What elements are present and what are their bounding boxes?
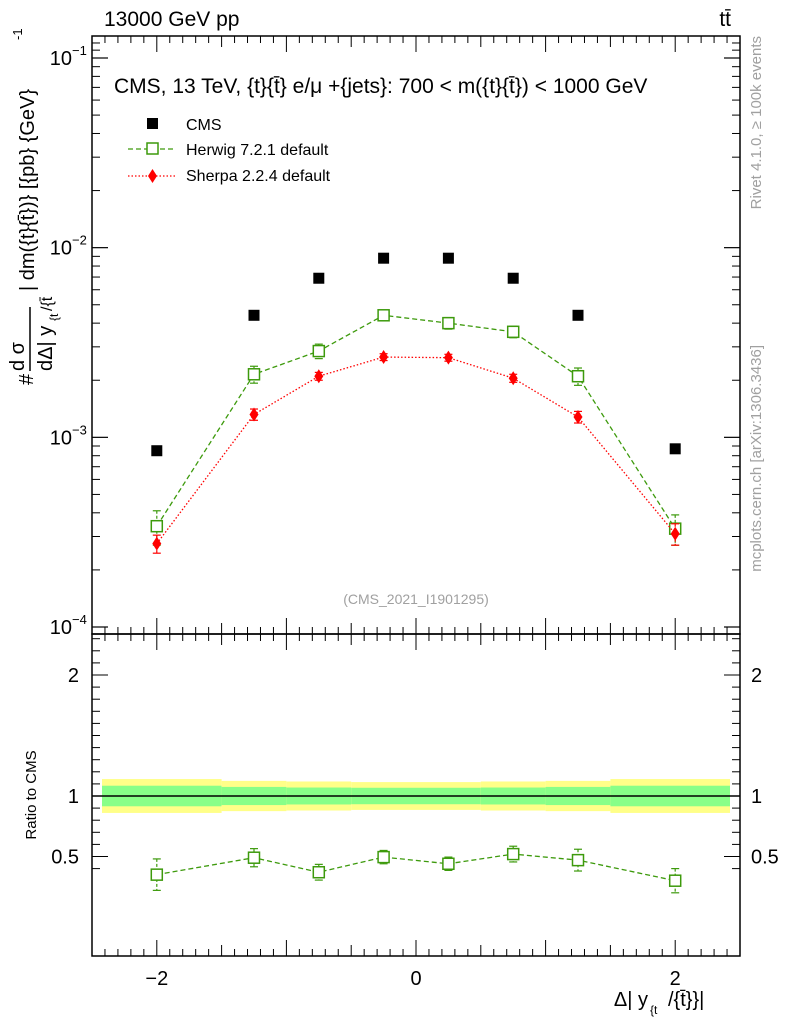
ratio-point-herwig — [506, 847, 520, 861]
ratio-y-tick-label-right: 1 — [751, 786, 762, 808]
ratio-point-herwig — [571, 853, 585, 867]
legend-marker-herwig — [146, 142, 159, 155]
data-point-sherpa — [670, 526, 680, 541]
x-label-subscript: {t — [650, 1003, 658, 1017]
data-point-herwig — [247, 368, 261, 381]
y-tick-exponent: −3 — [72, 422, 87, 437]
data-point-cms — [442, 252, 454, 264]
y-label-tail: | dm({t}{t̄})} [{pb} {GeV} — [17, 89, 39, 291]
main-title: CMS, 13 TeV, {t}{t̄} e/μ +{jets}: 700 < … — [114, 75, 647, 98]
x-tick-label: 0 — [410, 968, 421, 990]
data-point-cms — [507, 272, 519, 284]
data-point-sherpa — [314, 369, 324, 384]
data-point-cms — [313, 272, 325, 284]
rivet-version-text: Rivet 4.1.0, ≥ 100k events — [748, 36, 765, 209]
data-point-cms — [669, 443, 681, 455]
data-point-herwig — [571, 369, 585, 383]
ratio-point-herwig — [668, 874, 682, 887]
legend-label-herwig: Herwig 7.2.1 default — [186, 142, 329, 159]
legend-marker-cms — [147, 118, 158, 129]
series-line-1 — [156, 314, 676, 530]
data-point-cms — [378, 252, 390, 264]
legend-label-sherpa: Sherpa 2.2.4 default — [186, 168, 331, 185]
data-point-sherpa — [443, 350, 453, 365]
ratio-y-tick-label-right: 2 — [751, 665, 762, 687]
ratio-point-herwig — [442, 857, 455, 871]
y-label-exponent: -1 — [10, 28, 25, 40]
data-point-sherpa — [249, 407, 259, 422]
main-series — [150, 252, 682, 554]
data-point-sherpa — [152, 536, 162, 551]
ratio-y-tick-label-right: 0.5 — [751, 847, 779, 869]
ratio-y-tick-label: 0.5 — [51, 847, 79, 869]
legend-item-cms: CMS — [147, 117, 222, 134]
ratio-series — [150, 845, 682, 894]
legend: CMS Herwig 7.2.1 default Sherpa 2.2.4 de… — [128, 117, 331, 185]
x-axis-label: Δ| y {t /{t̄}}| — [614, 989, 704, 1017]
legend-item-herwig: Herwig 7.2.1 default — [128, 142, 329, 159]
mcplots-reference-text: mcplots.cern.ch [arXiv:1306.3436] — [748, 345, 765, 572]
y-tick-label: 10 — [50, 48, 72, 70]
data-point-herwig — [150, 519, 164, 533]
legend-item-sherpa: Sherpa 2.2.4 default — [128, 168, 331, 185]
ratio-y-tick-label: 2 — [68, 665, 79, 687]
y-tick-label: 10 — [50, 427, 72, 449]
energy-label: 13000 GeV pp — [104, 8, 239, 31]
y-tick-exponent: −2 — [72, 233, 87, 248]
ratio-axes: −2 0 2 0.5 0.5 1 1 2 2 — [51, 634, 779, 990]
data-point-cms — [248, 309, 260, 321]
legend-label-cms: CMS — [186, 117, 222, 134]
data-point-herwig — [312, 344, 326, 358]
y-label-denominator: dΔ| y — [35, 326, 57, 371]
data-point-herwig — [442, 316, 455, 330]
data-point-herwig — [506, 325, 520, 339]
y-label-prefix: # — [16, 373, 38, 385]
data-point-cms — [572, 309, 584, 321]
y-label-subscript-2: /{t̄ — [39, 296, 56, 311]
ratio-point-herwig — [312, 865, 326, 879]
data-point-herwig — [377, 309, 390, 322]
ratio-series-line — [156, 853, 676, 882]
ratio-y-tick-label: 1 — [68, 786, 79, 808]
ratio-point-herwig — [150, 868, 164, 881]
legend-marker-sherpa — [148, 169, 157, 183]
y-label-numerator: d σ — [7, 341, 29, 371]
y-label-subscript: {t — [47, 313, 61, 321]
data-point-sherpa — [508, 371, 518, 386]
analysis-tag: (CMS_2021_I1901295) — [343, 591, 489, 607]
ratio-point-herwig — [247, 851, 261, 864]
x-tick-label: −2 — [145, 968, 168, 990]
data-point-sherpa — [573, 409, 583, 424]
x-label-tail: /{t̄}}| — [668, 989, 704, 1011]
process-label: tt̄ — [719, 8, 731, 31]
y-tick-exponent: −1 — [72, 43, 87, 58]
ratio-point-herwig — [377, 850, 390, 864]
y-tick-label: 10 — [50, 617, 72, 639]
ratio-y-axis-label: Ratio to CMS — [23, 750, 40, 839]
series-line-2 — [156, 356, 676, 545]
y-tick-label: 10 — [50, 238, 72, 260]
data-point-cms — [151, 445, 163, 457]
x-label-main: Δ| y — [614, 989, 648, 1011]
data-point-sherpa — [379, 350, 389, 365]
main-y-axis-label: # d σ dΔ| y {t /{t̄ | dm({t}{t̄})} [{pb}… — [7, 28, 61, 385]
main-axes: 10−110−210−310−4 — [50, 36, 741, 639]
x-tick-label: 2 — [670, 968, 681, 990]
y-tick-exponent: −4 — [72, 612, 87, 627]
